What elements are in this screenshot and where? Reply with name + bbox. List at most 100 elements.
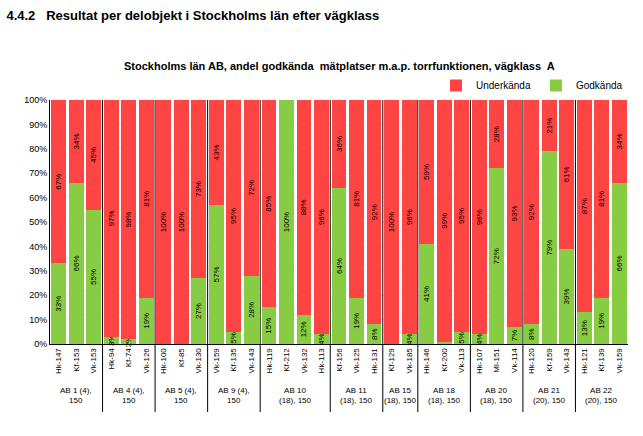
svg-text:Hk-94: Hk-94 (107, 348, 116, 370)
svg-text:AB 15(18), 150: AB 15(18), 150 (384, 386, 417, 405)
svg-text:28%: 28% (247, 302, 256, 318)
svg-text:Kf-200: Kf-200 (440, 348, 449, 372)
svg-text:95%: 95% (457, 208, 466, 224)
svg-text:64%: 64% (335, 258, 344, 274)
svg-text:AB 9 (4),150: AB 9 (4),150 (218, 386, 250, 405)
svg-text:81%: 81% (142, 191, 151, 207)
svg-text:67%: 67% (54, 174, 63, 190)
svg-text:AB 5 (4),150: AB 5 (4),150 (165, 386, 197, 405)
svg-text:81%: 81% (352, 191, 361, 207)
svg-text:27%: 27% (194, 303, 203, 319)
svg-text:92%: 92% (527, 204, 536, 220)
svg-text:Vk-153: Vk-153 (89, 348, 98, 374)
svg-text:90%: 90% (29, 120, 47, 130)
svg-text:81%: 81% (597, 191, 606, 207)
svg-text:Hk-121: Hk-121 (580, 348, 589, 374)
svg-text:13%: 13% (580, 320, 589, 336)
svg-text:7%: 7% (510, 330, 519, 342)
svg-text:19%: 19% (352, 313, 361, 329)
svg-text:79%: 79% (545, 240, 554, 256)
svg-text:55%: 55% (89, 269, 98, 285)
svg-text:Kf-212: Kf-212 (282, 348, 291, 372)
svg-text:AB 22(20), 150: AB 22(20), 150 (585, 386, 618, 405)
svg-text:50%: 50% (29, 217, 47, 227)
svg-text:Vk-185: Vk-185 (405, 348, 414, 374)
svg-text:19%: 19% (597, 313, 606, 329)
svg-text:33%: 33% (54, 296, 63, 312)
svg-text:Vk-114: Vk-114 (510, 348, 519, 373)
svg-text:Hk-131: Hk-131 (370, 348, 379, 374)
svg-text:5%: 5% (457, 332, 466, 344)
svg-text:20%: 20% (29, 290, 47, 300)
svg-text:45%: 45% (89, 147, 98, 163)
svg-text:19%: 19% (142, 313, 151, 329)
svg-text:70%: 70% (29, 168, 47, 178)
svg-text:12%: 12% (299, 321, 308, 337)
svg-text:10%: 10% (29, 315, 47, 325)
svg-text:66%: 66% (72, 255, 81, 271)
svg-text:Hk-120: Hk-120 (527, 348, 536, 374)
svg-text:Vk-130: Vk-130 (194, 348, 203, 374)
svg-text:96%: 96% (475, 209, 484, 225)
svg-text:0%: 0% (34, 339, 47, 349)
svg-text:4%: 4% (317, 333, 326, 345)
svg-text:87%: 87% (580, 198, 589, 214)
svg-text:100%: 100% (282, 212, 291, 232)
svg-text:AB 11(18), 150: AB 11(18), 150 (340, 386, 373, 405)
svg-text:Hk-100: Hk-100 (159, 348, 168, 374)
svg-text:15%: 15% (264, 318, 273, 334)
svg-text:100%: 100% (387, 212, 396, 232)
svg-text:100%: 100% (177, 212, 186, 232)
svg-text:85%: 85% (264, 196, 273, 212)
svg-text:66%: 66% (615, 255, 624, 271)
svg-text:Kf-153: Kf-153 (72, 348, 81, 372)
svg-text:Kf-85: Kf-85 (177, 348, 186, 368)
svg-text:Kf-135: Kf-135 (230, 348, 239, 372)
svg-text:98%: 98% (124, 212, 133, 228)
svg-text:AB 4 (4),150: AB 4 (4),150 (113, 386, 145, 405)
svg-text:Vk-126: Vk-126 (142, 348, 151, 374)
svg-text:92%: 92% (370, 204, 379, 220)
svg-text:36%: 36% (335, 136, 344, 152)
svg-text:4%: 4% (405, 333, 414, 345)
svg-text:5%: 5% (229, 332, 238, 344)
svg-text:72%: 72% (247, 180, 256, 196)
svg-text:8%: 8% (527, 328, 536, 340)
svg-text:AB 18(18), 150: AB 18(18), 150 (428, 386, 461, 405)
svg-text:3%: 3% (107, 335, 116, 347)
svg-text:28%: 28% (492, 126, 501, 142)
svg-text:Godkända: Godkända (576, 80, 623, 91)
svg-text:Hk-146: Hk-146 (422, 348, 431, 374)
svg-text:Hk-119: Hk-119 (265, 348, 274, 374)
svg-text:95%: 95% (229, 208, 238, 224)
svg-text:100%: 100% (24, 95, 47, 105)
svg-text:96%: 96% (317, 209, 326, 225)
svg-text:Vk-113: Vk-113 (457, 348, 466, 373)
svg-text:Kf-139: Kf-139 (597, 348, 606, 372)
svg-text:AB 20(18), 150: AB 20(18), 150 (480, 386, 513, 405)
svg-text:34%: 34% (72, 133, 81, 149)
svg-text:Ml-151: Ml-151 (492, 348, 501, 373)
svg-text:61%: 61% (562, 166, 571, 182)
svg-text:Vk-143: Vk-143 (247, 348, 256, 374)
svg-text:Hk-147: Hk-147 (54, 348, 63, 374)
svg-text:21%: 21% (545, 118, 554, 134)
svg-text:4%: 4% (475, 333, 484, 345)
svg-text:99%: 99% (440, 213, 449, 229)
svg-text:57%: 57% (212, 266, 221, 282)
svg-text:80%: 80% (29, 144, 47, 154)
svg-text:60%: 60% (29, 193, 47, 203)
svg-text:Hk-113: Hk-113 (317, 348, 326, 374)
svg-text:30%: 30% (29, 266, 47, 276)
svg-text:59%: 59% (422, 164, 431, 180)
svg-text:AB 10(18), 150: AB 10(18), 150 (279, 386, 312, 405)
svg-text:39%: 39% (562, 288, 571, 304)
svg-text:Kf-74: Kf-74 (124, 348, 133, 368)
svg-text:Vk-143: Vk-143 (562, 348, 571, 374)
svg-text:2%: 2% (124, 336, 133, 348)
svg-text:Vk-159: Vk-159 (615, 348, 624, 374)
svg-text:96%: 96% (405, 209, 414, 225)
svg-text:Hk-107: Hk-107 (475, 348, 484, 374)
svg-text:73%: 73% (194, 181, 203, 197)
svg-text:97%: 97% (107, 210, 116, 226)
